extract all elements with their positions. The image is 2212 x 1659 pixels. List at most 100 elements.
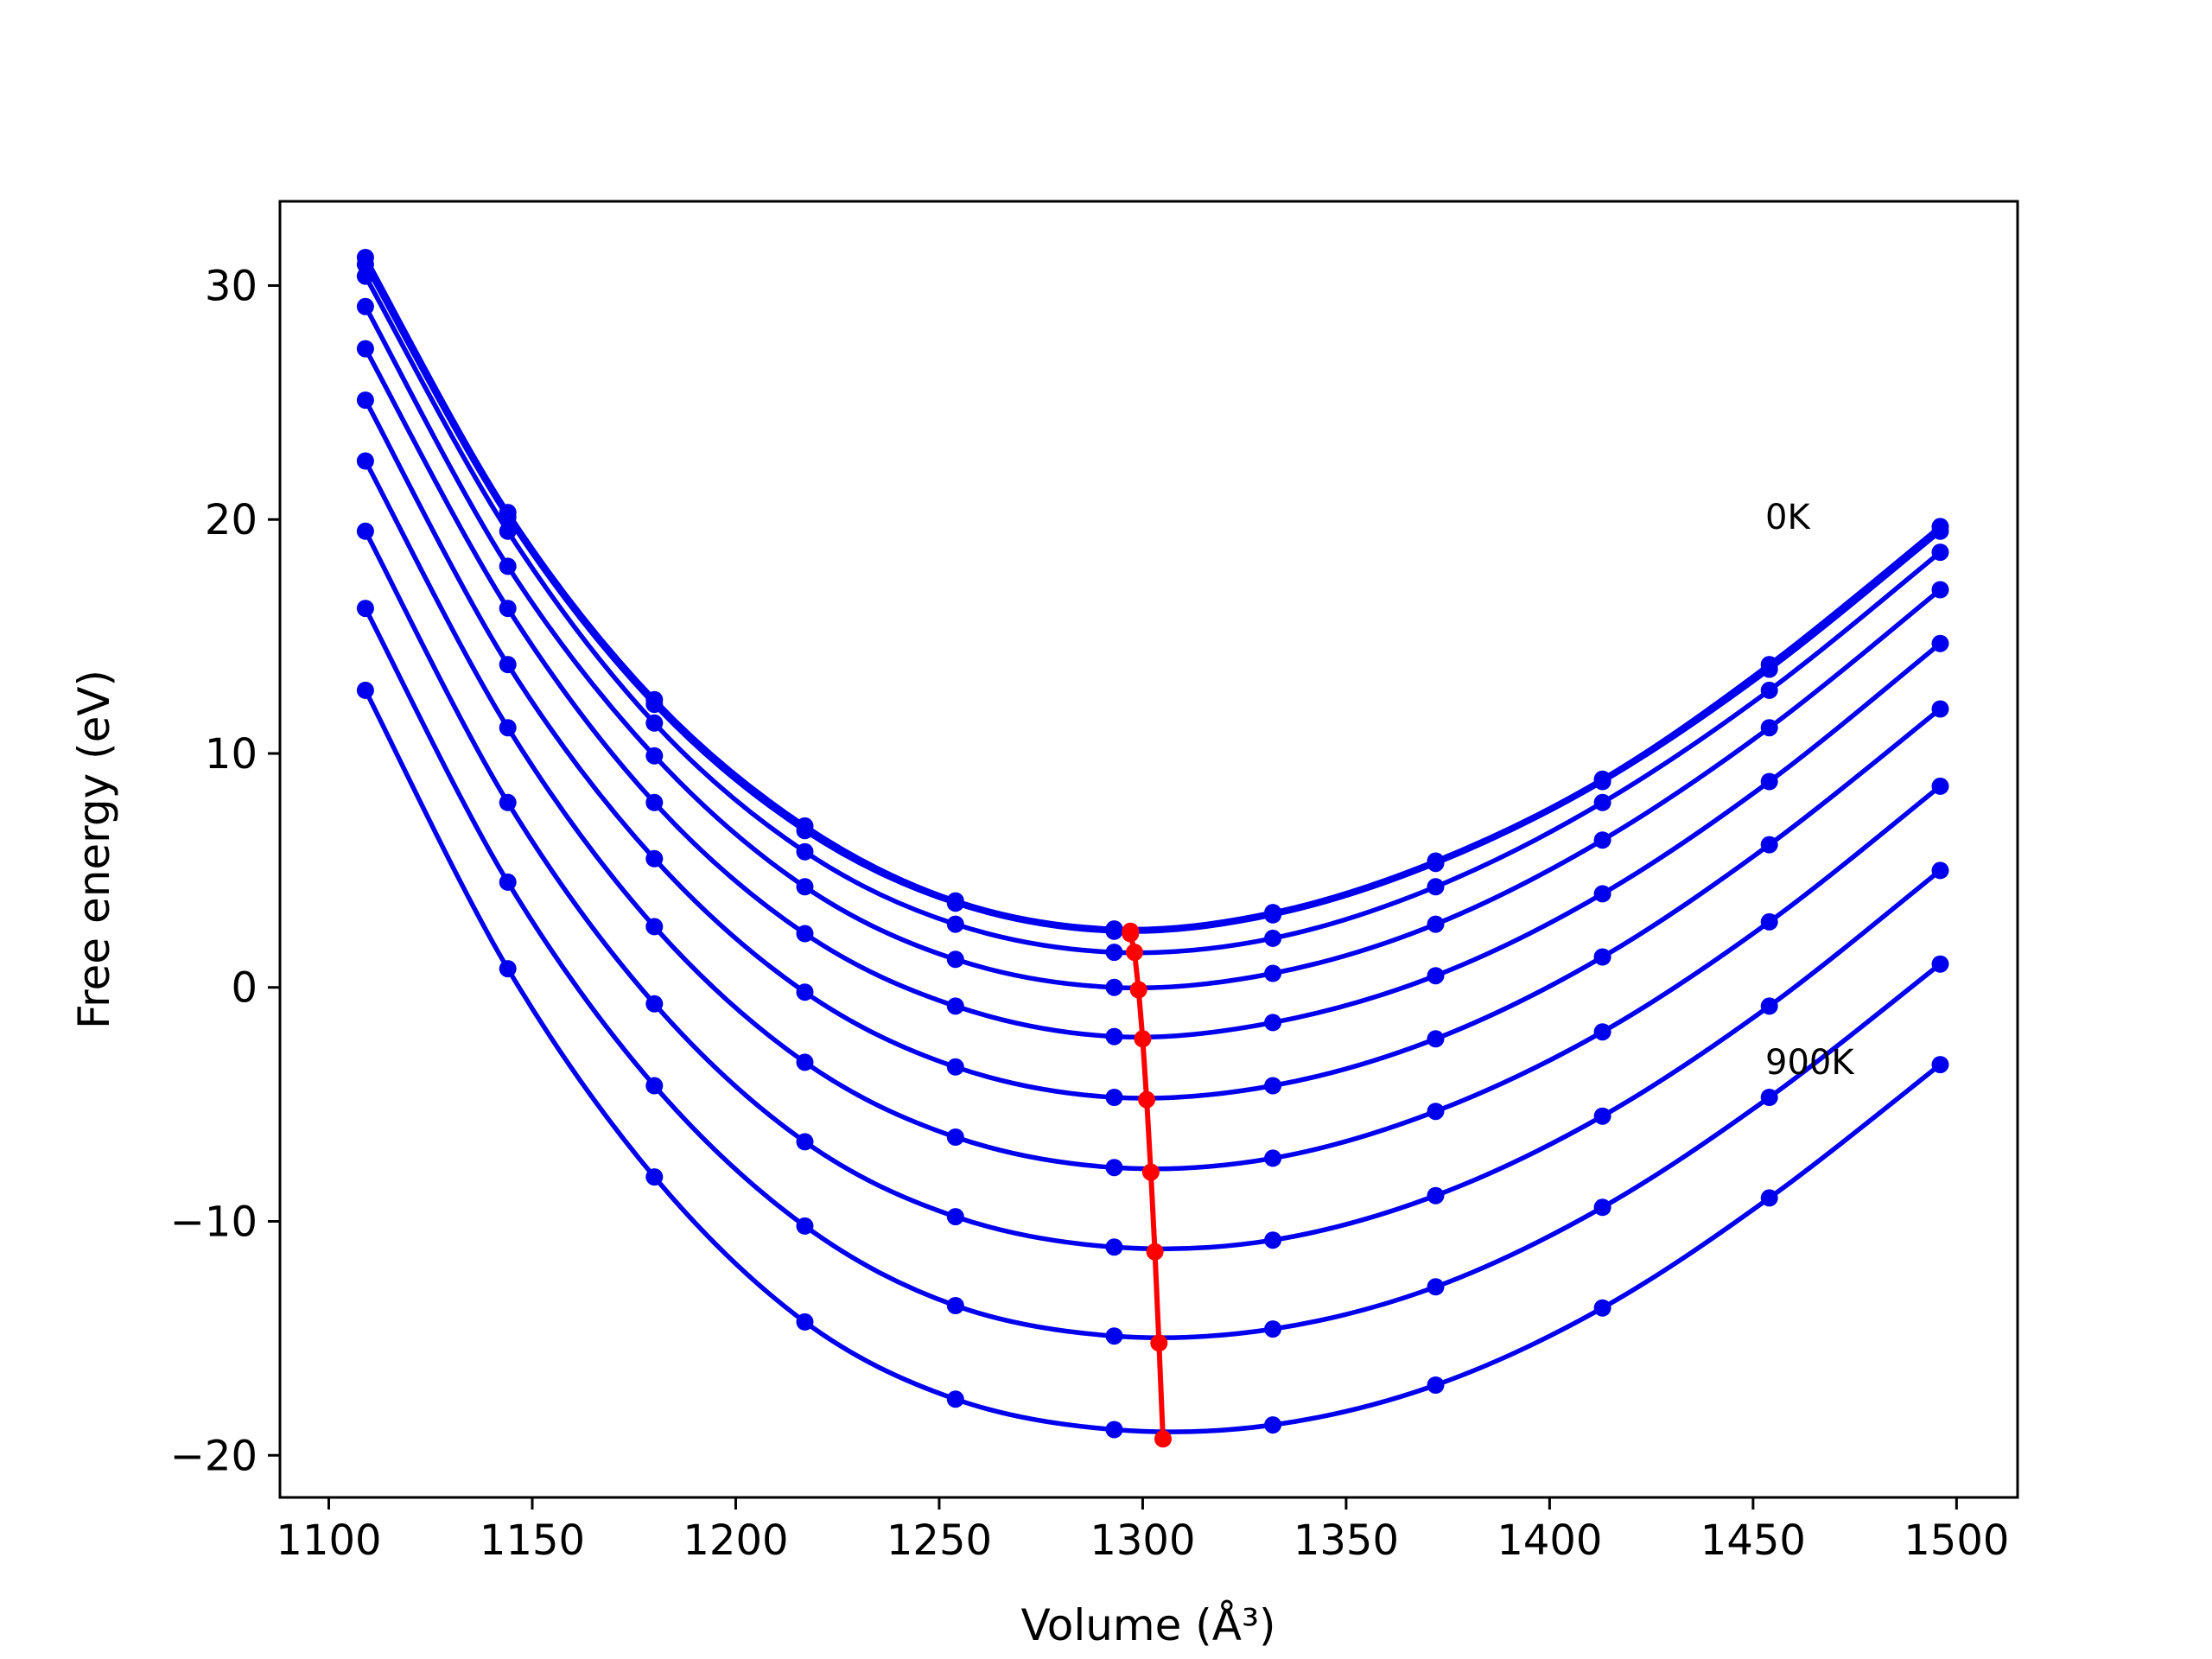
series-3-point-1 <box>499 557 517 575</box>
series-8-point-8 <box>1593 1198 1611 1217</box>
series-2-point-8 <box>1593 793 1611 811</box>
minima-line <box>1128 931 1166 1440</box>
series-3-point-7 <box>1427 915 1445 933</box>
series-4-point-9 <box>1760 772 1778 791</box>
series-3-point-4 <box>946 950 964 969</box>
series-5-point-0 <box>356 391 374 410</box>
series-5-point-10 <box>1931 700 1949 718</box>
series-5-point-6 <box>1264 1077 1282 1095</box>
series-8-point-3 <box>796 1217 814 1235</box>
series-1-point-9 <box>1760 660 1778 678</box>
series-8-point-2 <box>645 1077 664 1095</box>
y-tick-label-20: 20 <box>205 496 257 544</box>
series-9-point-8 <box>1593 1299 1611 1317</box>
series-line-2 <box>363 275 1942 956</box>
series-5-point-2 <box>645 849 664 868</box>
series-1-point-10 <box>1931 522 1949 540</box>
series-7-point-3 <box>796 1133 814 1151</box>
series-5-point-5 <box>1105 1089 1123 1106</box>
series-8-point-7 <box>1427 1278 1445 1296</box>
series-4-point-2 <box>645 793 664 811</box>
series-3-point-2 <box>645 747 664 765</box>
annotation-1: 900K <box>1765 1043 1855 1083</box>
x-tick-label-1400: 1400 <box>1497 1516 1602 1565</box>
series-6-point-5 <box>1105 1159 1123 1177</box>
series-line-9 <box>363 689 1942 1434</box>
series-3-point-3 <box>796 878 814 896</box>
series-2-point-1 <box>499 522 517 540</box>
series-6-point-9 <box>1760 912 1778 931</box>
minimum-point-9 <box>1154 1430 1172 1448</box>
series-6-point-6 <box>1264 1149 1282 1167</box>
series-8-point-6 <box>1264 1320 1282 1338</box>
series-8-point-4 <box>946 1297 964 1314</box>
series-3-point-6 <box>1264 964 1282 982</box>
series-2-point-7 <box>1427 878 1445 896</box>
series-2-point-2 <box>645 714 664 732</box>
series-9-point-2 <box>645 1168 664 1186</box>
series-line-6 <box>363 460 1942 1172</box>
series-7-point-8 <box>1593 1107 1611 1125</box>
minimum-point-3 <box>1129 981 1147 999</box>
series-4-point-0 <box>356 340 374 358</box>
series-3-point-0 <box>356 297 374 315</box>
minimum-point-7 <box>1146 1243 1164 1261</box>
series-9-point-6 <box>1264 1416 1282 1434</box>
x-tick-label-1500: 1500 <box>1904 1516 2009 1565</box>
y-tick-label-30: 30 <box>205 262 257 310</box>
series-6-point-10 <box>1931 777 1949 795</box>
series-4-point-5 <box>1105 1027 1123 1046</box>
series-line-7 <box>363 530 1942 1252</box>
plot-frame <box>278 200 2019 1499</box>
minimum-point-2 <box>1126 944 1143 962</box>
series-6-point-0 <box>356 452 374 470</box>
x-axis-ticks: 1100 1150 1200 1250 1300 1350 1400 1450 1500 <box>276 1497 2009 1565</box>
series-9-point-3 <box>796 1313 814 1331</box>
series-1-point-7 <box>1427 855 1445 873</box>
series-2-point-5 <box>1105 944 1123 962</box>
x-tick-label-1250: 1250 <box>887 1516 992 1565</box>
series-layer <box>356 249 1949 1439</box>
series-4-point-8 <box>1593 885 1611 903</box>
series-line-8 <box>363 607 1942 1340</box>
annotation-0: 0K <box>1765 498 1811 537</box>
y-tick-label-0: 0 <box>231 964 257 1013</box>
series-line-5 <box>363 398 1942 1101</box>
series-5-point-9 <box>1760 836 1778 854</box>
series-6-point-7 <box>1427 1103 1445 1121</box>
series-3-point-9 <box>1760 719 1778 737</box>
y-tick-label--10: −10 <box>170 1198 257 1247</box>
x-tick-label-1450: 1450 <box>1700 1516 1806 1565</box>
series-9-point-4 <box>946 1390 964 1408</box>
series-9-point-9 <box>1760 1189 1778 1207</box>
series-1-point-2 <box>645 696 664 714</box>
series-7-point-7 <box>1427 1186 1445 1205</box>
series-4-point-6 <box>1264 1014 1282 1032</box>
series-2-point-3 <box>796 842 814 861</box>
series-4-point-7 <box>1427 967 1445 985</box>
y-tick-label--20: −20 <box>170 1432 257 1480</box>
minimum-point-4 <box>1134 1030 1152 1048</box>
annotations: 0K 900K <box>1765 498 1855 1083</box>
minima-layer <box>1122 922 1172 1448</box>
series-7-point-10 <box>1931 861 1949 880</box>
series-1-point-8 <box>1593 772 1611 791</box>
series-2-point-0 <box>356 267 374 285</box>
y-axis-label: Free energy (eV) <box>69 670 119 1029</box>
series-9-point-1 <box>499 960 517 978</box>
series-6-point-1 <box>499 719 517 737</box>
x-axis-label: Volume (Å³) <box>1020 1600 1275 1650</box>
series-1-point-3 <box>796 822 814 840</box>
series-7-point-5 <box>1105 1238 1123 1256</box>
series-8-point-1 <box>499 873 517 891</box>
x-tick-label-1100: 1100 <box>276 1516 381 1565</box>
minimum-point-1 <box>1122 925 1140 943</box>
series-4-point-10 <box>1931 634 1949 652</box>
series-4-point-4 <box>946 997 964 1015</box>
series-5-point-7 <box>1427 1030 1445 1048</box>
series-5-point-3 <box>796 983 814 1001</box>
series-5-point-1 <box>499 656 517 674</box>
minimum-point-5 <box>1138 1090 1156 1109</box>
series-1-point-4 <box>946 894 964 912</box>
